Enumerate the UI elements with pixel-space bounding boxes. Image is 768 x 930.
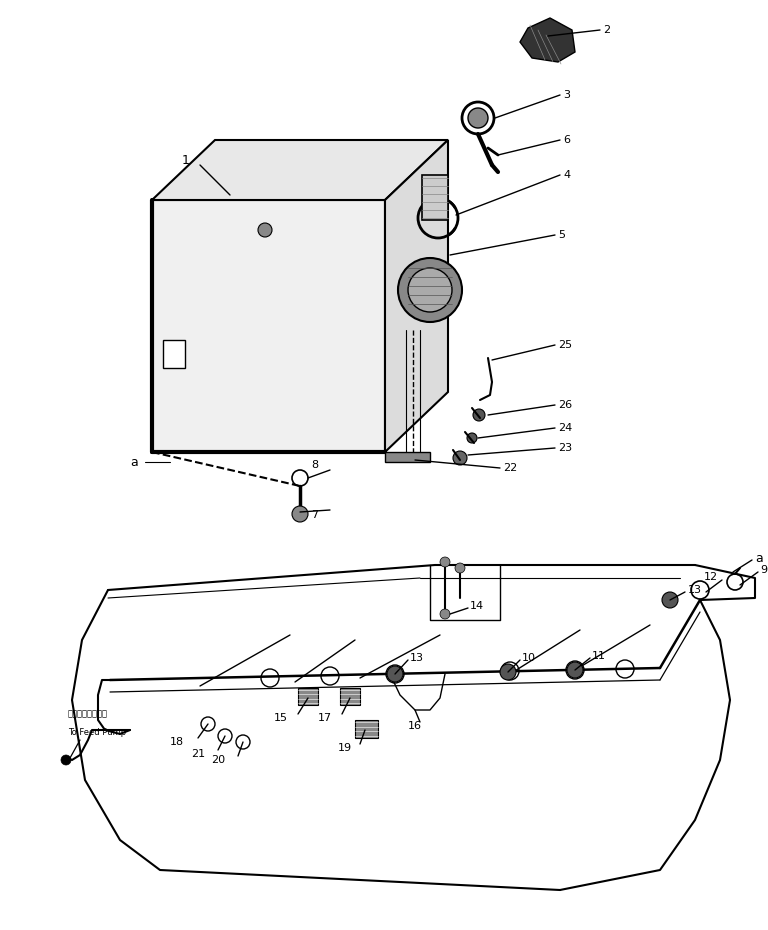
Text: 3: 3 xyxy=(563,90,570,100)
Polygon shape xyxy=(163,340,185,368)
Circle shape xyxy=(567,662,583,678)
Circle shape xyxy=(61,755,71,765)
Text: 13: 13 xyxy=(410,653,424,663)
Text: To Feed Pump: To Feed Pump xyxy=(68,728,126,737)
Circle shape xyxy=(473,409,485,421)
Text: a: a xyxy=(131,456,138,469)
Text: 14: 14 xyxy=(470,601,484,611)
Text: 23: 23 xyxy=(558,443,572,453)
Text: 11: 11 xyxy=(592,651,606,661)
Text: 25: 25 xyxy=(558,340,572,350)
Polygon shape xyxy=(422,175,448,220)
Text: 21: 21 xyxy=(191,749,205,759)
Text: 22: 22 xyxy=(503,463,518,473)
Polygon shape xyxy=(152,200,385,452)
Text: 13: 13 xyxy=(688,585,702,595)
Circle shape xyxy=(468,108,488,128)
Text: 10: 10 xyxy=(522,653,536,663)
Circle shape xyxy=(500,664,516,680)
Text: 9: 9 xyxy=(760,565,767,575)
Text: 2: 2 xyxy=(603,25,610,35)
Text: a: a xyxy=(755,551,763,565)
Polygon shape xyxy=(355,720,378,738)
Text: 24: 24 xyxy=(558,423,572,433)
Text: 6: 6 xyxy=(563,135,570,145)
Circle shape xyxy=(662,592,678,608)
Text: 4: 4 xyxy=(563,170,570,180)
Text: 15: 15 xyxy=(274,713,288,723)
Text: 8: 8 xyxy=(312,460,319,470)
Circle shape xyxy=(292,506,308,522)
Text: 17: 17 xyxy=(318,713,332,723)
Text: 16: 16 xyxy=(408,721,422,731)
Polygon shape xyxy=(385,452,430,462)
Text: 26: 26 xyxy=(558,400,572,410)
Polygon shape xyxy=(152,140,448,200)
Circle shape xyxy=(453,451,467,465)
Polygon shape xyxy=(298,688,318,705)
Text: 5: 5 xyxy=(558,230,565,240)
Circle shape xyxy=(398,258,462,322)
Text: 7: 7 xyxy=(312,510,319,520)
Polygon shape xyxy=(340,688,360,705)
Text: 1: 1 xyxy=(182,153,190,166)
Circle shape xyxy=(467,433,477,443)
Circle shape xyxy=(258,223,272,237)
Circle shape xyxy=(408,268,452,312)
Circle shape xyxy=(455,563,465,573)
Text: 12: 12 xyxy=(704,572,718,582)
Text: 20: 20 xyxy=(211,755,225,765)
Polygon shape xyxy=(520,18,575,62)
Text: 18: 18 xyxy=(170,737,184,747)
Text: フィードポンプへ: フィードポンプへ xyxy=(68,709,108,718)
Circle shape xyxy=(387,666,403,682)
Circle shape xyxy=(440,557,450,567)
Polygon shape xyxy=(385,140,448,452)
Text: 19: 19 xyxy=(338,743,352,753)
Circle shape xyxy=(440,609,450,619)
